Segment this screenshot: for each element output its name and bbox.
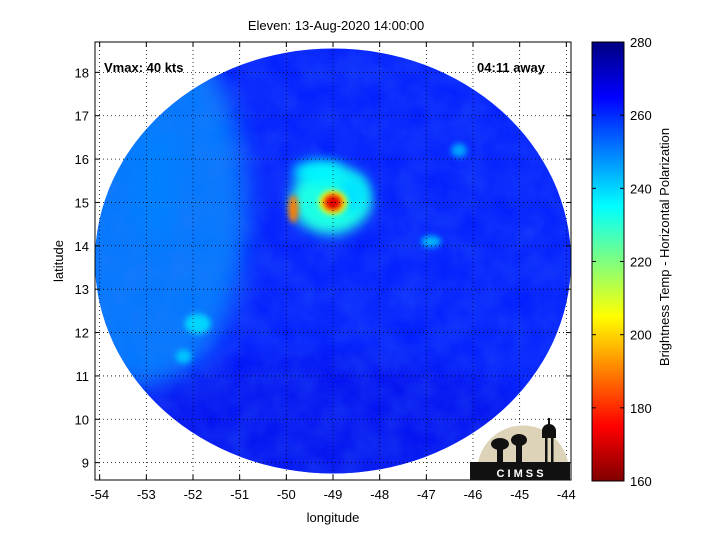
x-tick-label: -45 <box>510 487 529 502</box>
colorbar-label: Brightness Temp - Horizontal Polarizatio… <box>657 128 672 366</box>
colorbar: 160 180 200 220 240 260 280 Brightness Temp - … <box>591 35 672 489</box>
colorbar-ticks: 160 180 200 220 240 260 280 <box>592 35 652 489</box>
colorbar-tick-label: 200 <box>630 328 652 343</box>
logo-base <box>470 462 570 480</box>
feature-cell-northwest-band <box>131 120 180 241</box>
logo-tower-icon <box>542 418 556 462</box>
x-tick-label: -48 <box>370 487 389 502</box>
logo-text: C I M S S <box>496 468 543 480</box>
feature-cell-southwest <box>184 313 211 334</box>
feature-cell-south <box>175 349 192 364</box>
y-tick-label: 10 <box>75 412 89 427</box>
x-ticks: -54 -53 -52 -51 -50 -49 -48 -47 -46 -45 -44 <box>90 42 576 502</box>
y-ticks: 9 10 11 12 13 14 15 16 17 18 <box>75 65 571 471</box>
y-axis-label: latitude <box>51 240 66 282</box>
y-tick-label: 16 <box>75 152 89 167</box>
swath-noise <box>95 48 571 474</box>
y-tick-label: 11 <box>76 369 90 384</box>
x-tick-label: -54 <box>90 487 109 502</box>
vmax-annotation: Vmax: 40 kts <box>104 60 184 75</box>
time-away-annotation: 04:11 away <box>477 60 546 75</box>
cimss-logo: C I M S S <box>470 418 570 480</box>
x-tick-label: -47 <box>417 487 436 502</box>
feature-cell-northeast <box>451 143 467 158</box>
logo-dish-icon <box>491 434 527 462</box>
colorbar-tick-label: 240 <box>630 181 652 196</box>
x-tick-label: -52 <box>184 487 203 502</box>
x-tick-label: -51 <box>230 487 249 502</box>
x-tick-label: -44 <box>557 487 576 502</box>
colorbar-tick-label: 220 <box>630 255 652 270</box>
y-tick-label: 9 <box>82 456 89 471</box>
x-tick-label: -50 <box>277 487 296 502</box>
colorbar-tick-label: 260 <box>630 108 652 123</box>
x-tick-label: -49 <box>324 487 343 502</box>
plot-area <box>95 42 571 480</box>
y-tick-label: 14 <box>75 239 89 254</box>
colorbar-gradient <box>591 41 625 482</box>
y-tick-label: 13 <box>75 282 89 297</box>
y-tick-label: 18 <box>75 65 89 80</box>
y-tick-label: 15 <box>75 195 89 210</box>
x-axis-label: longitude <box>307 510 360 525</box>
feature-layer <box>131 120 467 364</box>
y-tick-label: 17 <box>75 109 89 124</box>
x-tick-label: -53 <box>137 487 156 502</box>
x-tick-label: -46 <box>464 487 483 502</box>
feature-storm-west-band <box>288 194 299 223</box>
feature-storm-north-arc <box>293 160 345 185</box>
chart-title: Eleven: 13-Aug-2020 14:00:00 <box>248 18 424 33</box>
colorbar-tick-label: 160 <box>630 474 652 489</box>
colorbar-tick-label: 280 <box>630 35 652 50</box>
y-tick-label: 12 <box>75 326 89 341</box>
colorbar-tick-label: 180 <box>630 401 652 416</box>
